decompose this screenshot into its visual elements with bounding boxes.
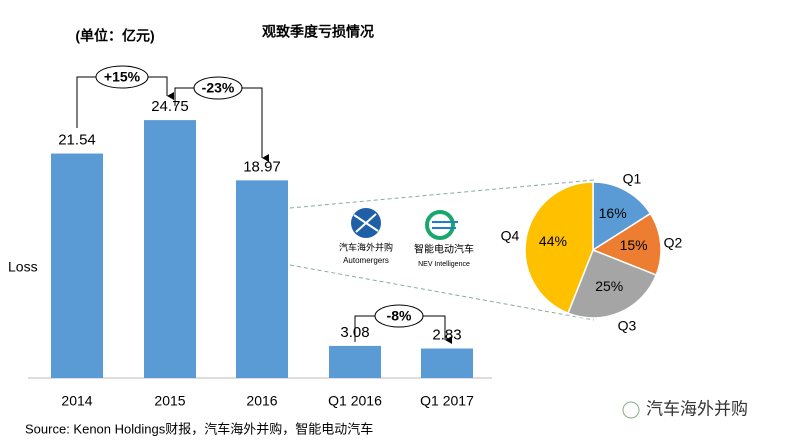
connector	[354, 315, 375, 342]
watermark-icon	[622, 401, 640, 419]
bar	[421, 348, 473, 378]
zoom-line	[289, 179, 595, 209]
connector	[422, 315, 452, 344]
subtitle: (单位：亿元)	[75, 28, 154, 44]
logo-text: 汽车海外并购	[339, 241, 393, 252]
data-label: 24.75	[151, 98, 189, 115]
data-label: 3.08	[340, 324, 369, 341]
data-label: 16%	[599, 205, 627, 221]
data-label: 25%	[595, 278, 623, 294]
pie-slice	[591, 212, 662, 277]
connector	[242, 87, 269, 162]
x-tick-label: Q1 2016	[328, 393, 382, 409]
bar	[329, 345, 381, 378]
logo-icon	[432, 221, 458, 229]
data-label: 2.83	[432, 326, 461, 343]
pie-slice	[566, 249, 658, 319]
annotation: -8%	[387, 308, 412, 324]
annotation: +15%	[104, 69, 141, 85]
annotation-box	[374, 304, 424, 328]
zoom-line	[289, 264, 595, 321]
slice-label: Q3	[618, 318, 637, 334]
bar	[236, 180, 288, 378]
watermark: 汽车海外并购	[646, 399, 748, 418]
annotation-box	[95, 65, 149, 89]
logo-text: NEV Intelligence	[418, 261, 470, 268]
connector	[174, 87, 194, 106]
logo-icon	[353, 213, 379, 233]
logo-text: 智能电动汽车	[414, 243, 474, 256]
slice-label: Q4	[501, 228, 520, 244]
slice-label: Q1	[623, 171, 642, 187]
data-label: 15%	[620, 237, 648, 253]
bar	[144, 120, 196, 378]
pie-slice	[592, 181, 652, 252]
source: Source: Kenon Holdings财报，汽车海外并购，智能电动汽车	[25, 421, 373, 436]
data-label: 44%	[539, 233, 567, 249]
connector	[76, 76, 96, 128]
bar	[51, 153, 103, 378]
logo-icon	[425, 210, 455, 240]
annotation: -23%	[202, 80, 235, 96]
connector	[148, 76, 174, 100]
data-label: 18.97	[243, 158, 281, 175]
logo-text: Automergers	[343, 256, 389, 265]
annotation-box	[193, 76, 243, 100]
x-tick-label: 2014	[61, 393, 92, 409]
y-axis-label: Loss	[8, 259, 38, 275]
x-tick-label: Q1 2017	[420, 393, 474, 409]
x-tick-label: 2015	[154, 393, 185, 409]
slice-label: Q2	[664, 235, 683, 251]
data-label: 21.54	[58, 132, 96, 149]
chart-title: 观致季度亏损情况	[262, 24, 374, 40]
pie-slice	[524, 181, 594, 315]
x-tick-label: 2016	[246, 393, 277, 409]
